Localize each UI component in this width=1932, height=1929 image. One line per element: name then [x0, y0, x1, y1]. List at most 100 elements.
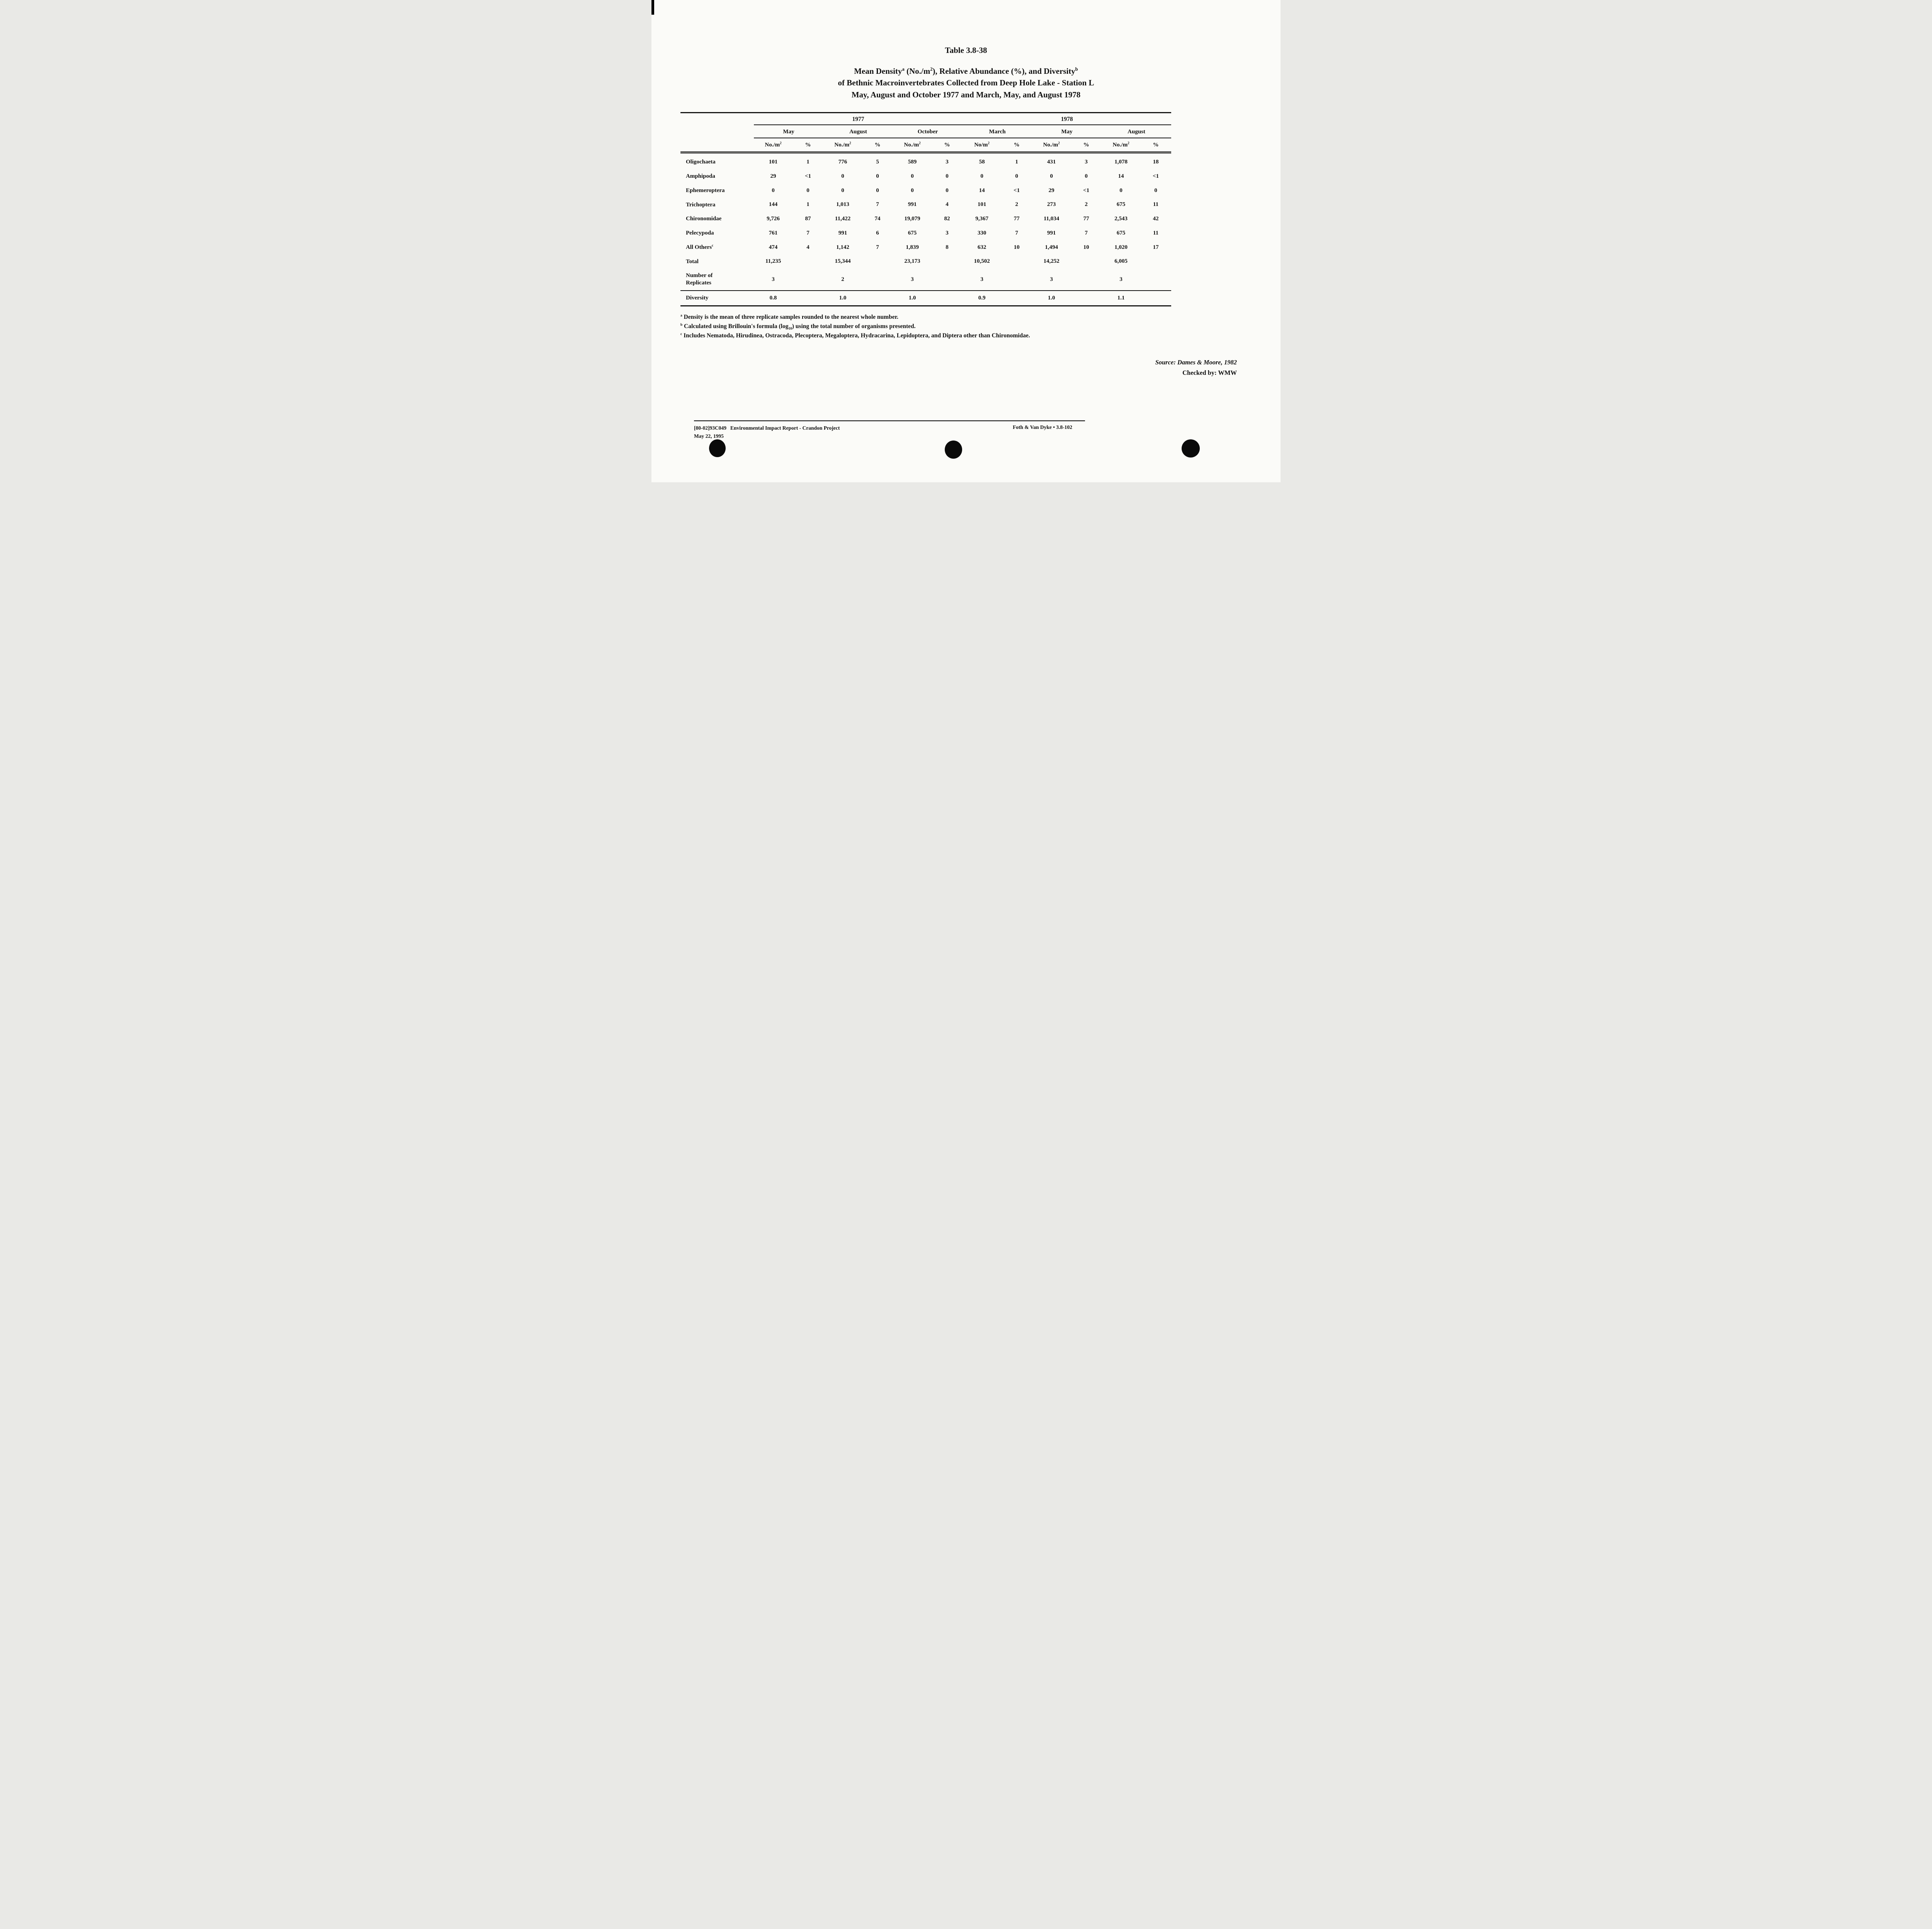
- data-cell: 18: [1153, 159, 1159, 165]
- data-cell: <1: [1014, 187, 1020, 194]
- data-cell: 10: [1014, 244, 1020, 250]
- data-cell: 17: [1153, 244, 1159, 250]
- unit-header: No/m2: [963, 138, 1002, 154]
- data-cell: 991: [838, 230, 847, 236]
- data-cell: [932, 269, 963, 291]
- data-cell: 15,344: [835, 258, 851, 265]
- data-cell: 11: [1153, 230, 1159, 236]
- data-cell: 14: [979, 187, 985, 194]
- data-cell: 8: [946, 244, 949, 250]
- data-cell: 23,173: [904, 258, 920, 265]
- table-title: Mean Densitya (No./m2), Relative Abundan…: [651, 65, 1281, 100]
- data-cell: 675: [1116, 230, 1126, 236]
- table-row: All Othersc 474 4 1,142 7 1,839 8 632 10 1,494 10 1…: [680, 240, 1171, 255]
- title-line-3: May, August and October 1977 and March, …: [851, 90, 1081, 99]
- months-row: May August October March May August: [680, 125, 1172, 139]
- punch-hole-right: [1182, 439, 1200, 458]
- data-cell: [862, 290, 893, 306]
- years-row: 1977 1978: [680, 112, 1172, 126]
- data-cell: 3: [1119, 276, 1122, 282]
- data-cell: 2: [1085, 201, 1088, 208]
- data-cell: 0: [806, 187, 810, 194]
- data-cell: 10: [1083, 244, 1089, 250]
- unit-header: %: [862, 138, 893, 154]
- footnote-b: b Calculated using Brillouin's formula (…: [680, 323, 916, 331]
- title-line-2: of Bethnic Macroinvertebrates Collected …: [838, 78, 1094, 88]
- month-header: May: [754, 125, 823, 139]
- data-cell: 1,078: [1114, 159, 1128, 165]
- data-cell: 675: [908, 230, 917, 236]
- data-cell: 144: [769, 201, 778, 208]
- data-cell: 3: [1050, 276, 1053, 282]
- title-line-1: Mean Densitya (No./m2), Relative Abundan…: [854, 66, 1078, 76]
- data-cell: 0: [946, 187, 949, 194]
- data-cell: [1071, 290, 1102, 306]
- row-label: Trichoptera: [686, 201, 716, 208]
- row-label: Ephemeroptera: [686, 187, 725, 194]
- data-cell: [1001, 269, 1032, 291]
- data-cell: 431: [1047, 159, 1056, 165]
- data-cell: [793, 269, 823, 291]
- table-row: Ephemeroptera 0 0 0 0 0 0 14 <1 29 <1 0 0: [680, 184, 1171, 198]
- row-label: Number of Replicates: [686, 272, 713, 286]
- data-cell: [1140, 255, 1171, 269]
- data-cell: 6: [876, 230, 879, 236]
- data-cell: 1,494: [1045, 244, 1058, 250]
- data-cell: 9,367: [975, 216, 988, 222]
- data-cell: 1: [1015, 159, 1018, 165]
- data-cell: 74: [874, 216, 881, 222]
- footer-doc-title: Environmental Impact Report - Crandon Pr…: [730, 425, 840, 431]
- data-cell: <1: [804, 173, 811, 179]
- punch-hole-left: [709, 439, 726, 457]
- unit-header: No./m2: [1032, 138, 1071, 154]
- table-row: Trichoptera 144 1 1,013 7 991 4 101 2 273 2 675 11: [680, 198, 1171, 212]
- table-number: Table 3.8-38: [945, 46, 987, 55]
- data-cell: 474: [769, 244, 778, 250]
- data-cell: 1.0: [893, 290, 932, 306]
- data-cell: 2: [1015, 201, 1018, 208]
- table-row: Total 11,235 15,344 23,173 10,502 14,252 6,005: [680, 255, 1171, 269]
- row-label: Diversity: [680, 290, 754, 306]
- data-cell: 19,079: [904, 216, 920, 222]
- table-container: 1977 1978 May August October March May August…: [680, 112, 1281, 306]
- row-label: All Othersc: [686, 243, 714, 250]
- data-cell: 11,422: [835, 216, 851, 222]
- data-cell: 0: [1085, 173, 1088, 179]
- data-cell: 0: [876, 187, 879, 194]
- table-row: Diversity 0.8 1.0 1.0 0.9 1.0 1.1: [680, 290, 1172, 306]
- data-cell: 0: [946, 173, 949, 179]
- footer-doc-code: [80-02]93C049: [694, 425, 726, 431]
- data-cell: <1: [1153, 173, 1159, 179]
- table-row: Pelecypoda 761 7 991 6 675 3 330 7 991 7 675 11: [680, 226, 1171, 240]
- data-cell: 589: [908, 159, 917, 165]
- footnote-a: a Density is the mean of three replicate…: [680, 313, 898, 320]
- data-cell: 2: [841, 276, 844, 282]
- data-cell: 1,839: [906, 244, 919, 250]
- table-row: Oligochaeta 101 1 776 5 589 3 58 1 431 3 1,078 18: [680, 153, 1171, 169]
- year-header-1978: 1978: [963, 112, 1172, 126]
- punch-hole-center: [945, 441, 962, 459]
- unit-header: %: [1140, 138, 1172, 154]
- data-cell: <1: [1083, 187, 1090, 194]
- data-cell: 11,034: [1043, 216, 1060, 222]
- data-cell: 87: [805, 216, 811, 222]
- data-cell: 4: [806, 244, 810, 250]
- data-cell: [793, 290, 823, 306]
- row-label: Total: [686, 258, 699, 265]
- footer-date: May 22, 1995: [694, 433, 724, 439]
- data-table: 1977 1978 May August October March May August…: [680, 112, 1172, 306]
- data-cell: 1,013: [836, 201, 849, 208]
- data-cell: [862, 255, 893, 269]
- data-cell: 1: [806, 159, 810, 165]
- data-cell: 273: [1047, 201, 1056, 208]
- row-label: Pelecypoda: [686, 230, 714, 236]
- data-cell: 0: [911, 187, 914, 194]
- table-row: Chironomidae 9,726 87 11,422 74 19,079 82 9,367…: [680, 212, 1171, 226]
- data-cell: 4: [946, 201, 949, 208]
- data-cell: 3: [772, 276, 775, 282]
- source-block: Source: Dames & Moore, 1982 Checked by: …: [1155, 357, 1237, 378]
- data-cell: 1,142: [836, 244, 849, 250]
- unit-header: No./m2: [893, 138, 932, 154]
- data-cell: 82: [944, 216, 950, 222]
- data-cell: 42: [1153, 216, 1159, 222]
